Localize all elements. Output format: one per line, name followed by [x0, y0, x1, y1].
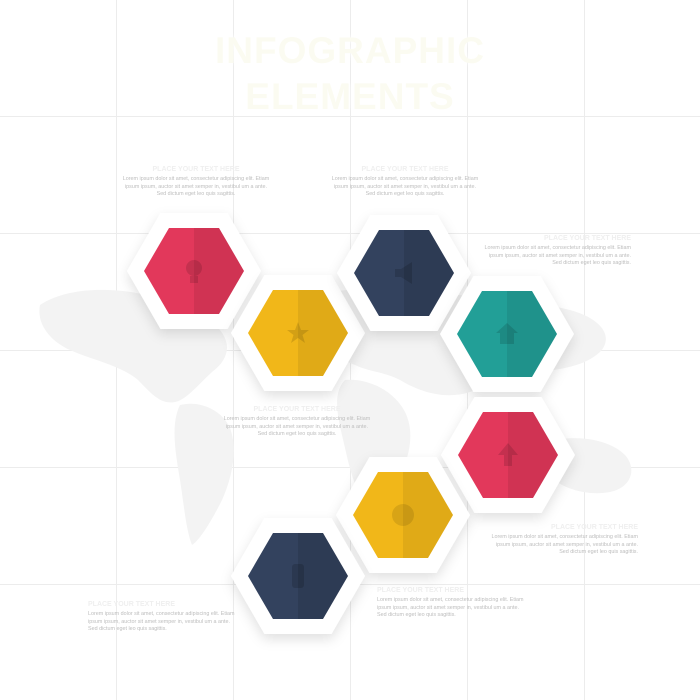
text-block-heading: PLACE YOUR TEXT HERE: [253, 406, 341, 413]
text-block-heading: PLACE YOUR TEXT HERE: [152, 166, 240, 173]
star-icon: [287, 322, 309, 343]
clock-icon: [392, 504, 414, 526]
text-block-heading: PLACE YOUR TEXT HERE: [88, 601, 175, 608]
text-block-body: Lorem ipsum dolor sit amet, consectetur …: [484, 245, 631, 267]
text-block-7: PLACE YOUR TEXT HERE Lorem ipsum dolor s…: [88, 600, 238, 634]
home-icon: [496, 323, 518, 344]
hexagon-3: [337, 215, 471, 331]
text-block-3: PLACE YOUR TEXT HERE Lorem ipsum dolor s…: [481, 234, 631, 268]
text-block-4: PLACE YOUR TEXT HERE Lorem ipsum dolor s…: [222, 405, 372, 439]
hexagon-2: [231, 275, 365, 391]
text-block-body: Lorem ipsum dolor sit amet, consectetur …: [223, 416, 371, 438]
text-block-heading: PLACE YOUR TEXT HERE: [361, 166, 449, 173]
hexagon-1: [127, 213, 261, 329]
hexagon-6: [336, 457, 470, 573]
text-block-2: PLACE YOUR TEXT HERE Lorem ipsum dolor s…: [330, 165, 480, 199]
hexagon-5: [441, 397, 575, 513]
text-block-body: Lorem ipsum dolor sit amet, consectetur …: [331, 176, 479, 198]
text-block-1: PLACE YOUR TEXT HERE Lorem ipsum dolor s…: [121, 165, 271, 199]
megaphone-icon: [395, 262, 412, 284]
text-block-5: PLACE YOUR TEXT HERE Lorem ipsum dolor s…: [488, 523, 638, 557]
hexagon-7: [231, 518, 365, 634]
text-block-body: Lorem ipsum dolor sit amet, consectetur …: [377, 597, 524, 619]
text-block-body: Lorem ipsum dolor sit amet, consectetur …: [122, 176, 270, 198]
text-block-heading: PLACE YOUR TEXT HERE: [377, 587, 464, 594]
text-block-heading: PLACE YOUR TEXT HERE: [551, 524, 638, 531]
text-block-heading: PLACE YOUR TEXT HERE: [544, 235, 631, 242]
hexagon-4: [440, 276, 574, 392]
text-block-6: PLACE YOUR TEXT HERE Lorem ipsum dolor s…: [377, 586, 527, 620]
title-line-1: INFOGRAPHIC: [215, 30, 485, 71]
text-block-body: Lorem ipsum dolor sit amet, consectetur …: [491, 534, 638, 556]
phone-icon: [292, 564, 304, 588]
up-arrow-icon: [498, 443, 518, 466]
lightbulb-icon: [186, 260, 202, 283]
text-block-body: Lorem ipsum dolor sit amet, consectetur …: [88, 611, 235, 633]
title-line-2: ELEMENTS: [245, 76, 455, 117]
